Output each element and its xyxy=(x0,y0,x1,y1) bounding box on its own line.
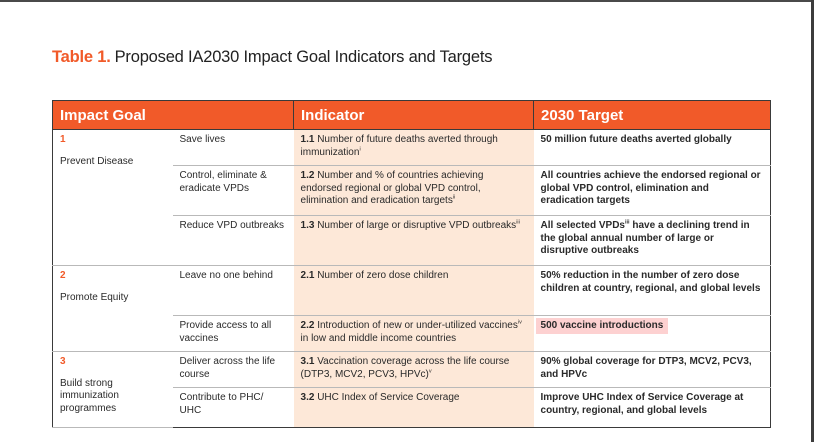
goal-number: 1 xyxy=(60,134,66,145)
goal-label: Promote Equity xyxy=(60,291,129,303)
table-row: 2 Promote Equity Leave no one behind 2.1… xyxy=(52,265,772,352)
target-cell: All selected VPDsiii have a declining tr… xyxy=(533,215,772,266)
footnote-mark: v xyxy=(428,368,432,375)
indicator-number: 1.1 xyxy=(300,134,315,145)
window-top-border xyxy=(0,0,814,2)
indicator-text: UHC Index of Service Coverage xyxy=(317,392,460,403)
footnote-mark: i xyxy=(359,146,361,153)
target-text-lead: All selected VPDs xyxy=(540,220,625,231)
sub-goal: Deliver across the life course xyxy=(172,351,294,388)
indicator-number: 3.2 xyxy=(300,392,315,403)
table-number: Table 1. xyxy=(52,48,111,66)
indicator-cell: 2.1 Number of zero dose children xyxy=(293,265,534,316)
header-indicator: Indicator xyxy=(293,100,535,130)
goal-cell: 1 Prevent Disease xyxy=(52,129,173,266)
sub-goal: Provide access to all vaccines xyxy=(172,315,294,352)
goal-label: Build strong immunization programmes xyxy=(60,377,119,414)
indicator-text: Introduction of new or under-utilized va… xyxy=(317,320,518,331)
goal-label: Prevent Disease xyxy=(60,155,134,167)
header-2030-target: 2030 Target xyxy=(533,100,772,130)
footnote-mark: iii xyxy=(516,219,520,226)
table-row: Reduce VPD outbreaks 1.3 Number of large… xyxy=(53,215,772,266)
indicator-text: Number of zero dose children xyxy=(317,270,449,281)
goal-cell: 2 Promote Equity xyxy=(52,265,173,352)
footnote-mark: iii xyxy=(625,219,630,226)
sub-goal: Leave no one behind xyxy=(172,265,294,316)
indicator-cell: 3.2 UHC Index of Service Coverage xyxy=(293,387,534,428)
indicator-text-cont: in low and middle income countries xyxy=(300,332,457,344)
target-text: have a declining trend in the global ann… xyxy=(540,220,750,256)
footnote-mark: ii xyxy=(452,194,456,201)
indicator-cell: 1.3 Number of large or disruptive VPD ou… xyxy=(293,215,534,266)
goal-number: 3 xyxy=(60,356,66,367)
goal-cell: 3 Build strong immunization programmes xyxy=(52,351,173,428)
table-row: 1 Prevent Disease Save lives 1.1 Number … xyxy=(52,129,772,266)
target-cell: All countries achieve the endorsed regio… xyxy=(533,165,772,216)
indicator-cell: 1.1 Number of future deaths averted thro… xyxy=(293,129,534,166)
indicator-text: Number of future deaths averted through … xyxy=(300,134,498,158)
indicator-cell: 1.2 Number and % of countries achieving … xyxy=(293,165,534,216)
indicator-number: 2.2 xyxy=(300,320,315,331)
indicator-number: 1.2 xyxy=(300,170,315,181)
highlighted-target: 500 vaccine introductions xyxy=(535,318,669,334)
table-row: 3 Build strong immunization programmes D… xyxy=(52,351,772,428)
sub-goal: Control, eliminate & eradicate VPDs xyxy=(172,165,294,216)
target-cell: 50% reduction in the number of zero dose… xyxy=(533,265,772,316)
indicator-cell: 2.2 Introduction of new or under-utilize… xyxy=(293,315,534,352)
sub-goal: Reduce VPD outbreaks xyxy=(172,215,294,266)
target-cell: 90% global coverage for DTP3, MCV2, PCV3… xyxy=(533,351,772,388)
sub-goal: Save lives xyxy=(172,129,294,166)
target-cell: 500 vaccine introductions xyxy=(533,315,772,352)
sub-goal: Contribute to PHC/ UHC xyxy=(172,387,294,428)
indicator-cell: 3.1 Vaccination coverage across the life… xyxy=(293,351,534,388)
target-cell: 50 million future deaths averted globall… xyxy=(533,129,772,166)
table-caption: Proposed IA2030 Impact Goal Indicators a… xyxy=(114,48,493,66)
table-row: Contribute to PHC/ UHC 3.2 UHC Index of … xyxy=(53,387,772,428)
impact-goal-table: Impact Goal Indicator 2030 Target 1 Prev… xyxy=(51,100,772,428)
indicator-number: 1.3 xyxy=(300,220,315,231)
indicator-text: Vaccination coverage across the life cou… xyxy=(300,356,510,380)
table-title: Table 1. Proposed IA2030 Impact Goal Indi… xyxy=(52,48,493,67)
indicator-number: 2.1 xyxy=(300,270,315,281)
table-row: Provide access to all vaccines 2.2 Intro… xyxy=(53,315,772,352)
indicator-number: 3.1 xyxy=(300,356,315,367)
indicator-text: Number and % of countries achieving endo… xyxy=(300,170,484,206)
footnote-mark: iv xyxy=(517,319,522,326)
window-right-border xyxy=(811,0,814,442)
table-header-row: Impact Goal Indicator 2030 Target xyxy=(51,100,772,130)
table-row: Control, eliminate & eradicate VPDs 1.2 … xyxy=(53,165,772,216)
header-impact-goal: Impact Goal xyxy=(51,100,295,130)
goal-number: 2 xyxy=(60,270,66,281)
target-cell: Improve UHC Index of Service Coverage at… xyxy=(533,387,772,428)
indicator-text: Number of large or disruptive VPD outbre… xyxy=(317,220,517,231)
